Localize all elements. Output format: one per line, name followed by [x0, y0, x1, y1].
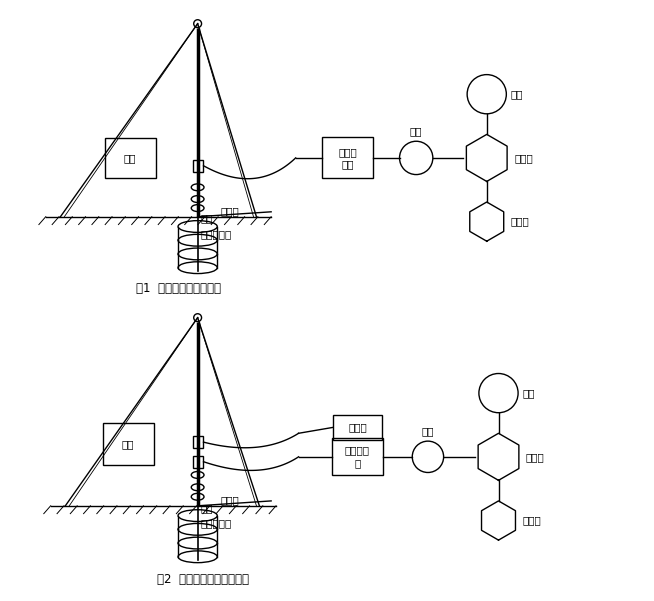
Bar [105, 138, 156, 177]
Text: 水泥仓: 水泥仓 [522, 516, 541, 525]
Text: 搅拌机: 搅拌机 [526, 452, 545, 462]
Ellipse shape [191, 472, 204, 478]
Ellipse shape [191, 205, 204, 212]
Text: 喷头: 喷头 [201, 213, 213, 224]
Text: 钻机: 钻机 [122, 439, 134, 449]
Text: 空压机: 空压机 [348, 423, 367, 432]
Text: 高压泥浆
泵: 高压泥浆 泵 [345, 445, 370, 468]
Text: 旋喷固结体: 旋喷固结体 [201, 519, 232, 528]
Text: 高压泥
浆泵: 高压泥 浆泵 [338, 147, 357, 169]
Text: 钻机: 钻机 [124, 153, 136, 163]
Text: 搅拌机: 搅拌机 [514, 153, 533, 163]
Bar [332, 438, 383, 475]
Text: 浆桶: 浆桶 [422, 426, 434, 436]
Bar [193, 436, 203, 448]
Bar [103, 424, 154, 465]
Ellipse shape [191, 184, 204, 191]
Text: 水泥仓: 水泥仓 [510, 216, 529, 227]
Text: 图2  二重管旋喷注浆示意图: 图2 二重管旋喷注浆示意图 [156, 573, 249, 586]
Ellipse shape [191, 493, 204, 500]
Ellipse shape [191, 484, 204, 491]
Text: 水箱: 水箱 [510, 89, 523, 99]
Bar [193, 456, 203, 468]
Text: 旋喷固结体: 旋喷固结体 [201, 230, 232, 239]
Text: 水箱: 水箱 [522, 388, 534, 398]
Bar [322, 138, 373, 178]
Text: 图1  单管旋喷注浆示意图: 图1 单管旋喷注浆示意图 [135, 282, 220, 294]
Text: 浆桶: 浆桶 [410, 126, 422, 136]
Bar [193, 160, 203, 172]
Text: 注浆管: 注浆管 [220, 495, 239, 505]
Text: 注浆管: 注浆管 [220, 206, 239, 216]
Bar [333, 415, 382, 440]
Ellipse shape [191, 196, 204, 203]
Text: 喷头: 喷头 [201, 502, 213, 513]
